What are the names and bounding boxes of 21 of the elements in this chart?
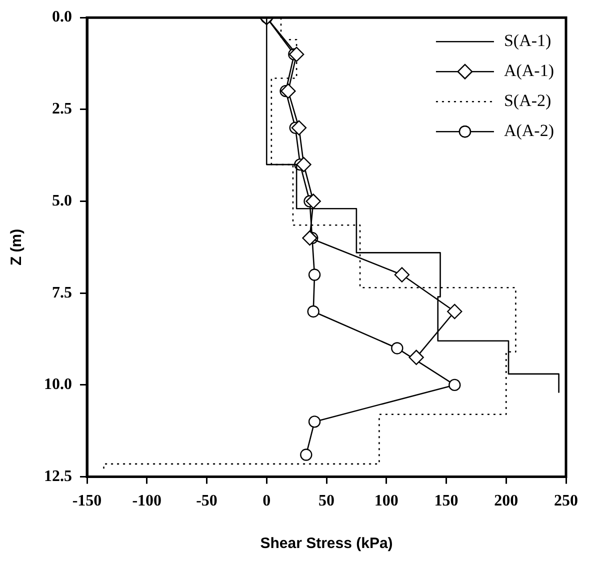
x-tick-label: 250 — [554, 492, 578, 510]
legend-label: A(A-2) — [504, 121, 554, 140]
x-tick-label: -150 — [72, 492, 102, 510]
x-tick-label: 200 — [494, 492, 518, 510]
y-tick-label: 10.0 — [44, 376, 72, 394]
x-tick-label: -50 — [196, 492, 218, 510]
x-tick-label: 0 — [262, 492, 271, 510]
y-axis-title: Z (m) — [8, 228, 26, 266]
legend-label: A(A-1) — [504, 61, 554, 80]
x-tick-label: 150 — [434, 492, 458, 510]
x-tick-label: 100 — [374, 492, 398, 510]
y-tick-label: 2.5 — [52, 100, 72, 118]
y-tick-label: 7.5 — [52, 284, 72, 302]
y-tick-label: 12.5 — [44, 468, 72, 485]
x-axis-title: Shear Stress (kPa) — [260, 535, 393, 552]
x-tick-label: -100 — [132, 492, 162, 510]
x-tick-label: 50 — [318, 492, 334, 510]
legend-label: S(A-1) — [504, 31, 552, 50]
y-tick-label: 0.0 — [52, 8, 72, 26]
legend-label: S(A-2) — [504, 91, 552, 110]
y-tick-label: 5.0 — [52, 192, 72, 210]
